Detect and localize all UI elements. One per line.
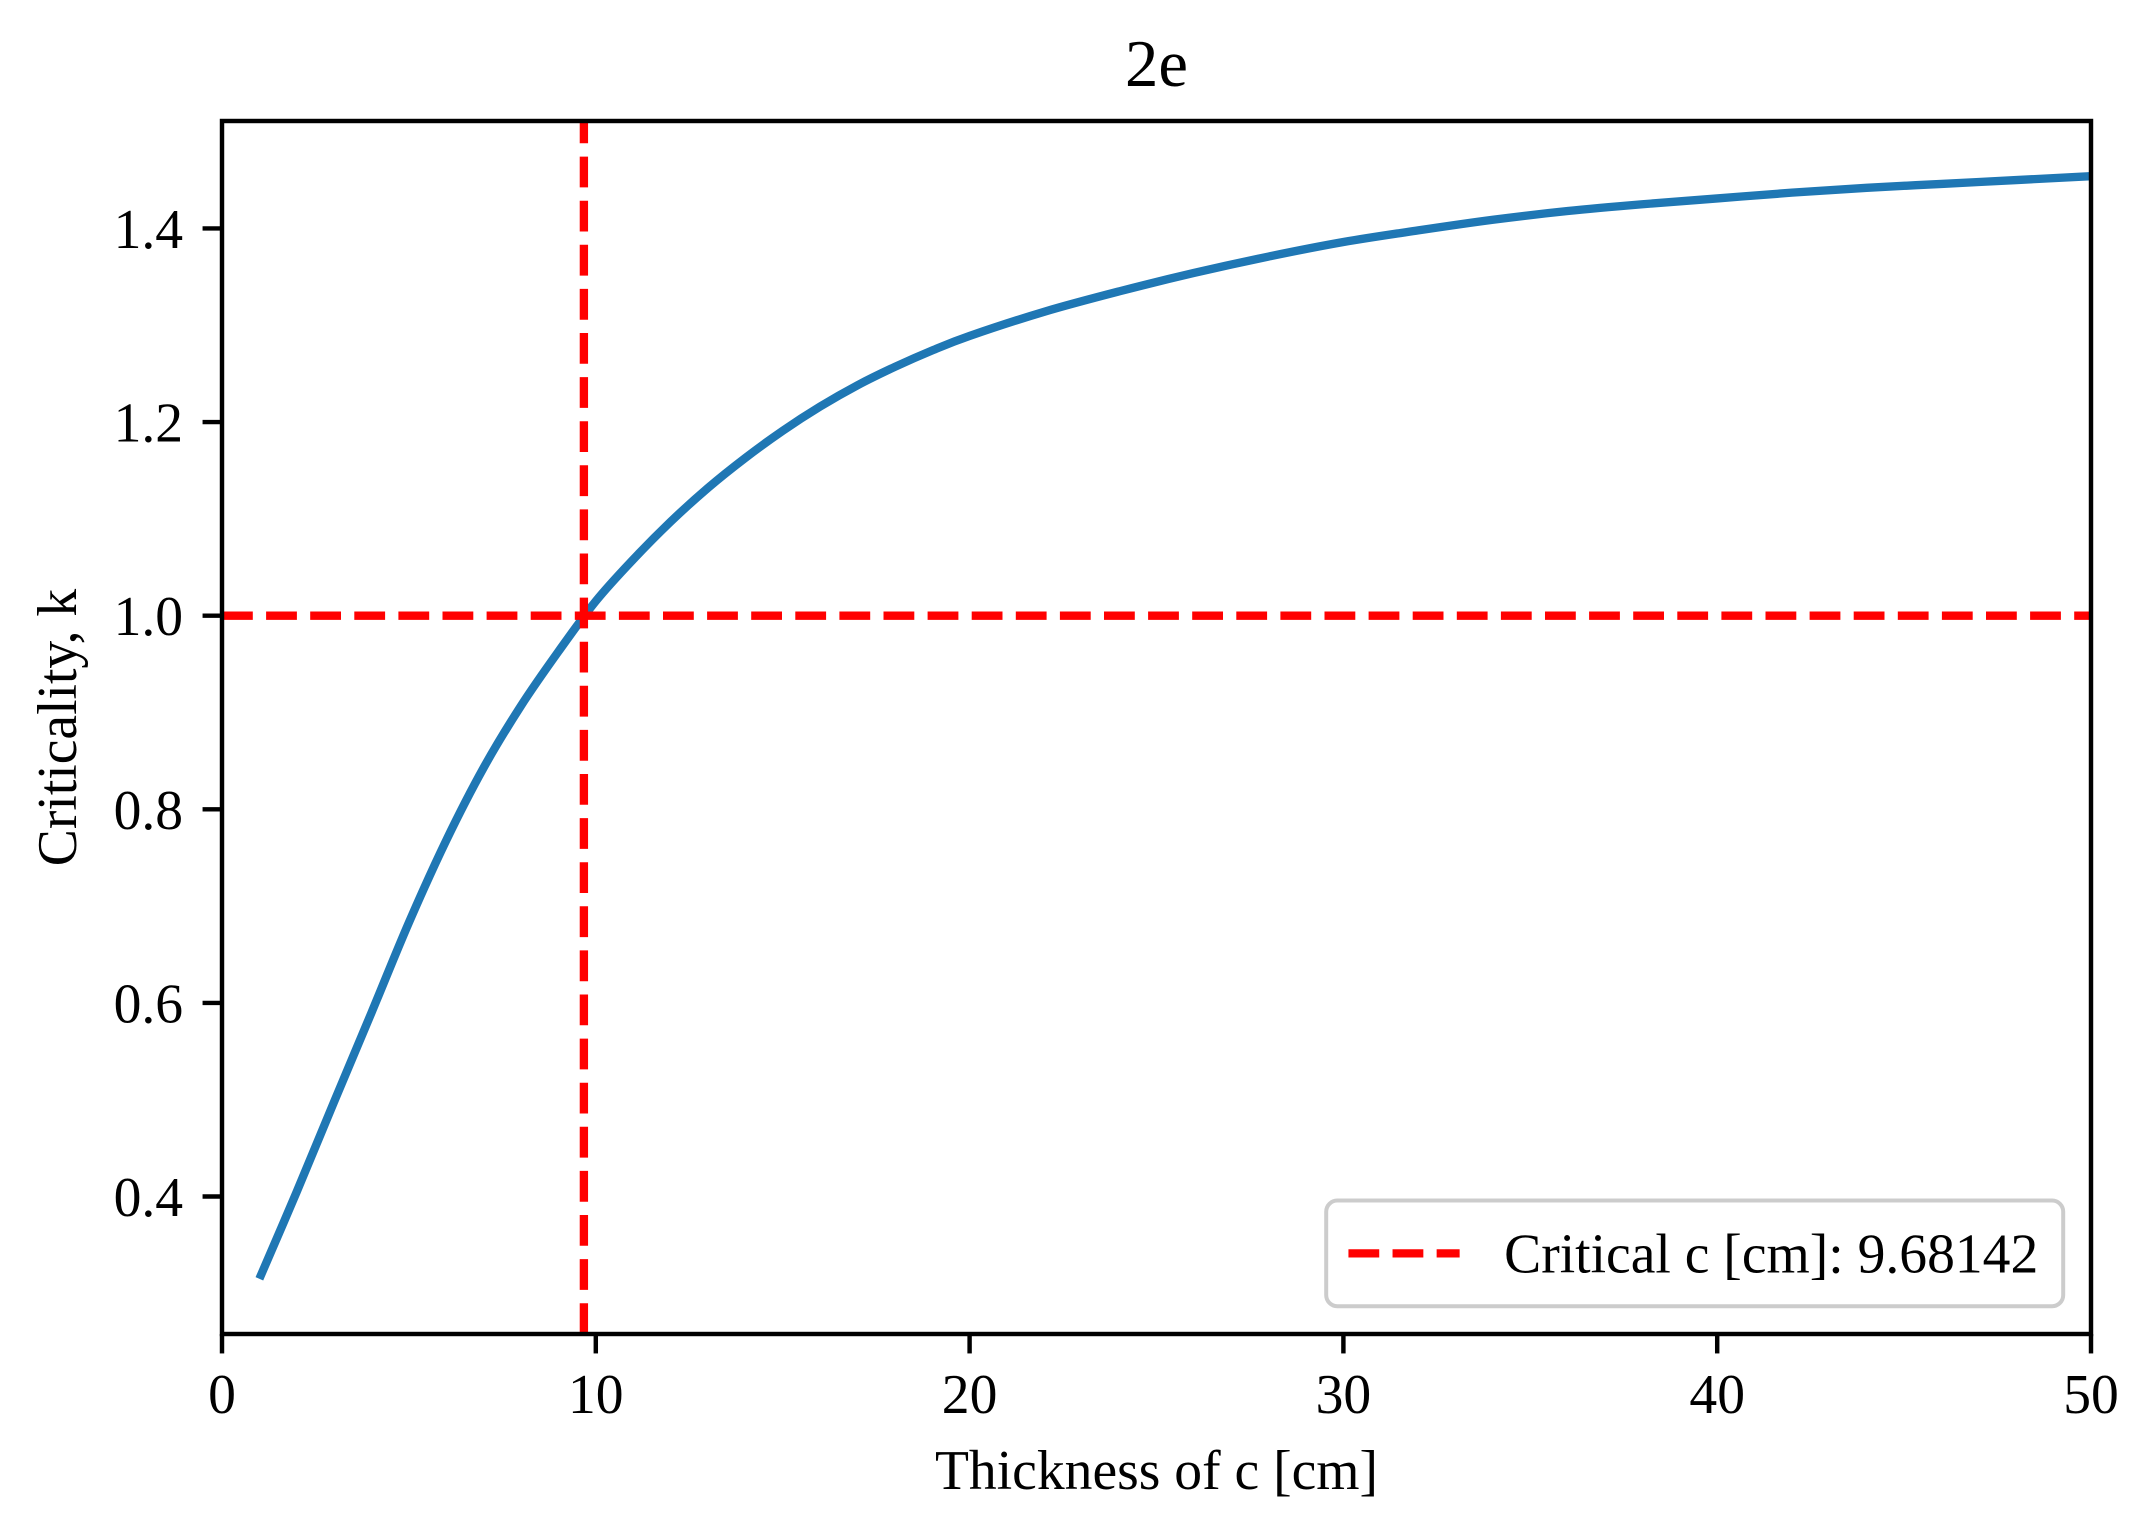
x-tick-label: 30 bbox=[1316, 1364, 1372, 1426]
criticality-curve bbox=[255, 172, 2091, 1281]
x-axis: 0 10 20 30 40 50 bbox=[208, 1334, 2119, 1426]
y-tick-label: 1.4 bbox=[114, 199, 184, 261]
x-tick-label: 20 bbox=[942, 1364, 998, 1426]
x-axis-label: Thickness of c [cm] bbox=[935, 1440, 1378, 1502]
y-tick-label: 0.4 bbox=[114, 1167, 184, 1229]
y-tick-label: 1.2 bbox=[114, 393, 184, 455]
chart-title: 2e bbox=[1125, 28, 1188, 101]
y-tick-label: 1.0 bbox=[114, 586, 184, 648]
y-axis: 0.4 0.6 0.8 1.0 1.2 1.4 bbox=[114, 199, 222, 1229]
legend-label: Critical c [cm]: 9.68142 bbox=[1504, 1223, 2038, 1285]
legend: Critical c [cm]: 9.68142 bbox=[1324, 1198, 2066, 1309]
reference-lines bbox=[222, 121, 2091, 1334]
y-axis-label: Criticality, k bbox=[27, 589, 89, 867]
y-tick-label: 0.6 bbox=[114, 973, 184, 1035]
x-tick-label: 10 bbox=[568, 1364, 624, 1426]
x-tick-label: 50 bbox=[2063, 1364, 2119, 1426]
plot-area bbox=[222, 121, 2091, 1334]
y-tick-label: 0.8 bbox=[114, 780, 184, 842]
legend-frame bbox=[1324, 1198, 2066, 1309]
plot-frame bbox=[219, 118, 2094, 1337]
x-tick-label: 0 bbox=[208, 1364, 236, 1426]
series-layer bbox=[255, 172, 2091, 1281]
x-tick-label: 40 bbox=[1689, 1364, 1745, 1426]
